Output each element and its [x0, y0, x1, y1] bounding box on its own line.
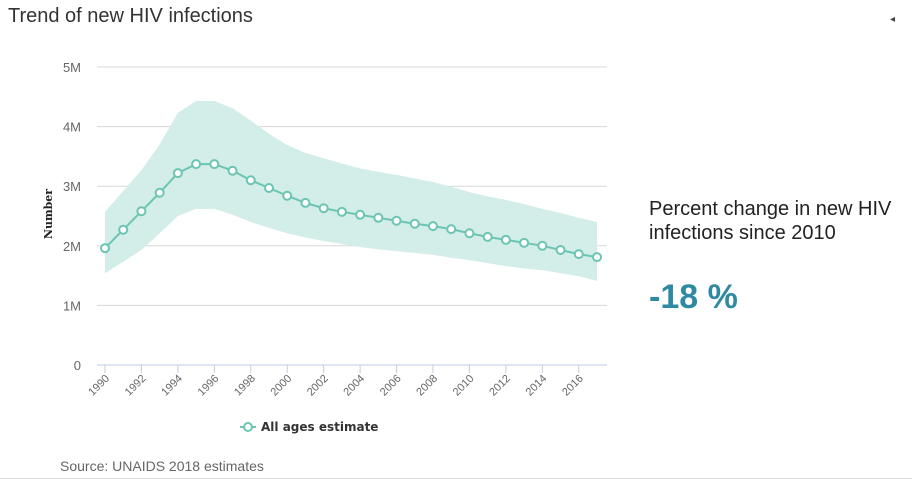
y-axis-label: Number — [42, 189, 55, 239]
data-point — [537, 240, 548, 251]
percent-change-value: -18 % — [649, 278, 738, 316]
data-point — [519, 237, 530, 248]
data-point — [336, 206, 347, 217]
x-tick-label: 2010 — [451, 373, 477, 399]
data-point — [318, 203, 329, 214]
data-point — [264, 182, 274, 193]
legend-marker — [243, 422, 253, 432]
x-tick-label: 2004 — [341, 373, 367, 399]
data-point — [154, 187, 165, 198]
x-tick-label: 2014 — [524, 373, 550, 399]
legend-label: All ages estimate — [261, 420, 378, 434]
x-tick-label: 2006 — [378, 373, 404, 399]
data-point — [391, 215, 402, 226]
x-tick-label: 1992 — [123, 373, 149, 399]
data-point — [500, 234, 511, 245]
data-point — [227, 165, 238, 176]
x-tick-label: 2012 — [487, 373, 513, 399]
data-point — [573, 249, 584, 260]
source-note: Source: UNAIDS 2018 estimates — [60, 458, 264, 474]
data-point — [191, 159, 202, 170]
y-tick-label: 0 — [74, 358, 81, 373]
data-point — [446, 224, 457, 235]
x-tick-label: 1994 — [159, 373, 185, 399]
data-point — [555, 244, 566, 255]
data-point — [409, 218, 420, 229]
series-line — [104, 163, 598, 259]
x-tick-label: 1996 — [196, 373, 222, 399]
x-tick-label: 1998 — [232, 373, 258, 399]
data-point — [482, 231, 493, 242]
data-point — [209, 159, 220, 170]
data-point — [428, 221, 438, 232]
data-point — [118, 224, 129, 235]
line-chart: 0 1M 2M 3M 4M 5M Number 1990 1992 1994 1996 1998 200… — [42, 60, 607, 434]
x-tick-label: 2000 — [269, 373, 295, 399]
data-point — [464, 228, 475, 239]
confidence-band — [105, 100, 597, 281]
data-point — [282, 190, 293, 201]
data-point — [245, 175, 256, 186]
data-point — [355, 209, 366, 220]
y-tick-label: 4M — [63, 120, 81, 135]
data-point — [100, 243, 110, 254]
arrow-left-icon[interactable]: ◂ — [890, 14, 896, 25]
divider — [0, 478, 912, 479]
x-tick-label: 2002 — [305, 373, 331, 399]
y-tick-label: 2M — [63, 239, 81, 254]
y-tick-label: 3M — [63, 179, 81, 194]
x-tick-label: 1990 — [86, 373, 112, 399]
data-point — [136, 206, 147, 217]
y-tick-label: 5M — [63, 60, 81, 75]
percent-change-label: Percent change in new HIV infections sin… — [649, 198, 892, 244]
data-point — [300, 197, 311, 208]
data-point — [592, 252, 602, 263]
x-tick-label: 2016 — [560, 373, 586, 399]
y-tick-label: 1M — [63, 298, 81, 313]
data-point — [373, 212, 384, 223]
x-tick-label: 2008 — [414, 373, 440, 399]
data-point — [172, 168, 183, 179]
chart-title: Trend of new HIV infections — [8, 5, 253, 27]
